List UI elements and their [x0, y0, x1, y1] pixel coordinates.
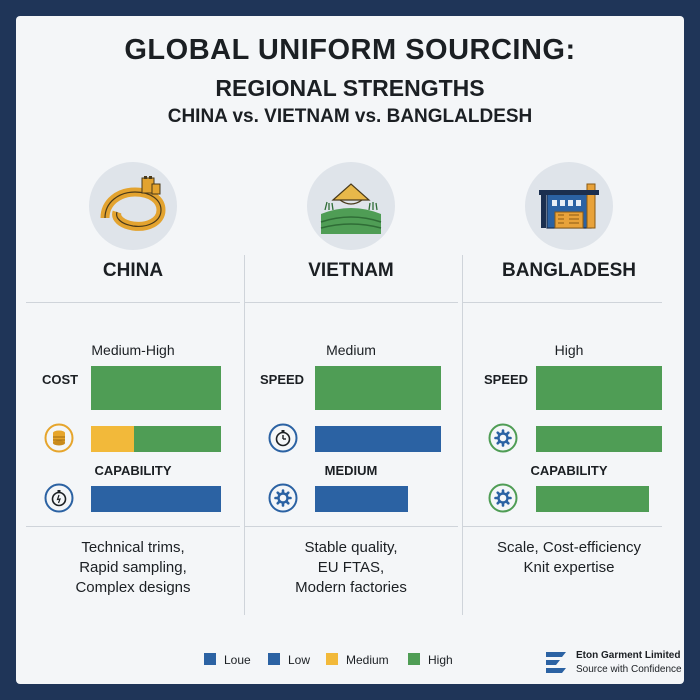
description-line: Modern factories: [295, 579, 407, 596]
stopwatch-icon: [268, 423, 298, 453]
legend-swatch: [204, 653, 216, 665]
description-line: EU FTAS,: [317, 559, 385, 576]
legend-item: Medium: [326, 653, 389, 667]
speed-bar: [536, 366, 662, 410]
column-divider: [462, 255, 463, 615]
section-divider: [462, 302, 662, 303]
description-line: Knit expertise: [523, 559, 615, 576]
section-divider: [26, 526, 240, 527]
strengths-description: Stable quality, EU FTAS, Modern factorie…: [238, 538, 464, 598]
low-bar: [315, 426, 441, 452]
metric-label-capability: CAPABILITY: [94, 463, 172, 478]
brand-block: Eton Garment Limited Source with Confide…: [544, 648, 682, 681]
column-vietnam: VIETNAM Medium SPEED MEDIUM Stable qu: [238, 150, 464, 620]
gear-icon: [268, 483, 298, 513]
legend-label: Medium: [346, 653, 389, 667]
capability-bar: [91, 486, 221, 512]
section-divider: [244, 302, 458, 303]
metric-label-cost: COST: [42, 372, 79, 387]
high-bar: [536, 426, 662, 452]
overall-level: Medium: [326, 342, 376, 358]
cost-bar: [91, 366, 221, 410]
description-line: Rapid sampling,: [79, 559, 187, 576]
medium-capability-bar: [315, 486, 408, 512]
legend-swatch: [408, 653, 420, 665]
description-line: Technical trims,: [81, 539, 185, 556]
legend-swatch: [326, 653, 338, 665]
legend-label: Low: [288, 653, 311, 667]
main-title: GLOBAL UNIFORM SOURCING:: [124, 34, 576, 66]
eton-logo-icon: [546, 652, 566, 673]
country-name: BANGLADESH: [501, 260, 637, 281]
metric-label-capability: CAPABILITY: [530, 463, 608, 478]
legend-swatch: [268, 653, 280, 665]
country-name: CHINA: [102, 260, 164, 281]
metric-label-medium: MEDIUM: [324, 463, 378, 478]
medium-bar-segment: [91, 426, 134, 452]
high-bar-segment: [134, 426, 221, 452]
legend-label: Loue: [224, 653, 251, 667]
comparison-subtitle: CHINA vs. VIETNAM vs. BANGLALDESH: [167, 106, 533, 127]
speed-bar: [315, 366, 441, 410]
stopwatch-icon: [44, 483, 74, 513]
great-wall-icon: [89, 162, 177, 250]
conical-hat-fields-icon: [307, 162, 395, 250]
legend-label: High: [428, 653, 453, 667]
section-divider: [462, 526, 662, 527]
overall-level: Medium-High: [91, 342, 175, 358]
metric-label-speed: SPEED: [260, 372, 305, 387]
coins-icon: [44, 423, 74, 453]
description-line: Complex designs: [75, 579, 191, 596]
gear-icon: [488, 423, 518, 453]
infographic-card: [16, 16, 684, 684]
brand-tagline: Source with Confidence: [576, 664, 682, 675]
metric-label-speed: SPEED: [484, 372, 529, 387]
legend: Loue Low Medium High: [0, 653, 700, 673]
column-china: CHINA Medium-High COST CAPABILITY Techni…: [20, 150, 246, 620]
legend-item: Low: [268, 653, 310, 667]
gear-icon: [488, 483, 518, 513]
section-divider: [26, 302, 240, 303]
strengths-description: Technical trims, Rapid sampling, Complex…: [20, 538, 246, 598]
column-divider: [244, 255, 245, 615]
strengths-description: Scale, Cost-efficiency Knit expertise: [456, 538, 682, 578]
description-line: Stable quality,: [304, 539, 398, 556]
country-name: VIETNAM: [308, 260, 394, 281]
overall-level: High: [554, 342, 584, 358]
column-bangladesh: BANGLADESH High SPEED CAPABILITY: [456, 150, 682, 620]
section-divider: [244, 526, 458, 527]
subtitle: REGIONAL STRENGTHS: [215, 75, 485, 101]
brand-name: Eton Garment Limited: [576, 650, 681, 661]
description-line: Scale, Cost-efficiency: [497, 539, 641, 556]
capability-bar: [536, 486, 649, 512]
factory-icon: [525, 162, 613, 250]
legend-item: High: [408, 653, 453, 667]
legend-item: Loue: [204, 653, 251, 667]
